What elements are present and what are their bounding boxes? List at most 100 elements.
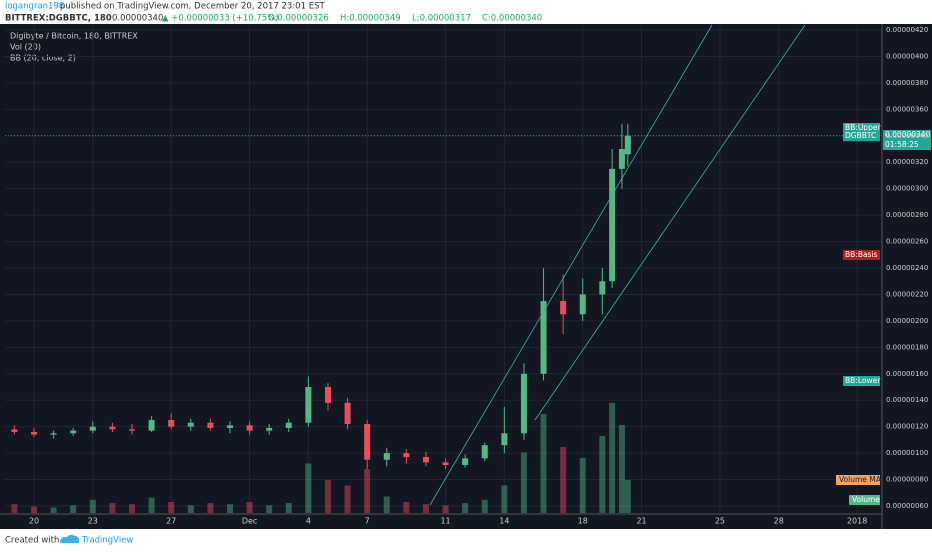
candle-body xyxy=(422,457,429,463)
label-box xyxy=(836,475,880,485)
x-tick-label: 7 xyxy=(365,517,370,526)
volume-label: Volume xyxy=(852,495,880,504)
volume-bar xyxy=(599,436,606,513)
logo xyxy=(60,534,80,543)
volume-bar xyxy=(422,504,429,513)
y-tick-label: 0.00000160 xyxy=(886,370,928,378)
trend-line xyxy=(429,24,713,506)
y-tick-label: 0.00000120 xyxy=(886,423,928,431)
candle-body xyxy=(148,420,155,431)
volume-bar xyxy=(520,452,527,513)
candle-body xyxy=(462,458,469,466)
volume-bar xyxy=(148,497,155,513)
x-tick-label: Dec xyxy=(242,517,257,526)
y-tick-label: 0.00000200 xyxy=(886,317,928,325)
x-tick-label: 18 xyxy=(578,517,588,526)
x-tick-label: 28 xyxy=(774,517,784,526)
volume-bar xyxy=(50,507,57,513)
candle-body xyxy=(383,453,390,460)
volume-bar xyxy=(70,505,77,513)
y-tick-label: 0.00000320 xyxy=(886,158,928,166)
volume-bar xyxy=(11,504,18,513)
volume-bar xyxy=(609,403,616,513)
volume-bar xyxy=(305,463,312,513)
published: published on TradingView.com, December 2… xyxy=(60,2,325,12)
y-tick-label: 0.00000060 xyxy=(886,502,928,510)
y-tick-label: 0.00000380 xyxy=(886,79,928,87)
volume-bar xyxy=(364,469,371,513)
bb-upper-label: BB:Upper xyxy=(845,123,881,132)
label-box xyxy=(843,123,880,133)
candle-body xyxy=(187,422,194,427)
chart-background xyxy=(0,24,932,529)
candle-body xyxy=(89,426,96,431)
change: ▲ +0.00000033 (+10.75%) xyxy=(162,14,279,24)
x-tick-label: 27 xyxy=(166,517,176,526)
author[interactable]: logangran198 xyxy=(5,2,64,12)
candle-body xyxy=(609,168,616,282)
footer-brand[interactable]: TradingView xyxy=(81,536,133,546)
x-tick-label: 2018 xyxy=(847,517,867,526)
candle-body xyxy=(442,462,449,466)
volume-bar xyxy=(344,485,351,513)
candle-body xyxy=(50,433,57,435)
x-tick-label: 23 xyxy=(88,517,98,526)
candle-body xyxy=(31,431,38,435)
y-tick-label: 0.00000360 xyxy=(886,105,928,113)
legend-entry: Vol (20) xyxy=(10,43,41,52)
candle-body xyxy=(285,422,292,428)
volume-bar xyxy=(128,504,135,513)
volume-bar xyxy=(324,480,331,513)
candle-body xyxy=(324,387,331,403)
open: O:0.00000326 xyxy=(268,14,329,24)
volume-bar xyxy=(226,504,233,513)
label-box xyxy=(843,376,880,386)
x-tick-label: 20 xyxy=(29,517,39,526)
y-tick-label: 0.00000140 xyxy=(886,396,928,404)
trend-line xyxy=(534,24,806,421)
countdown-label: 01:58:25 xyxy=(885,140,919,149)
legend-entry: BB (20, close, 2) xyxy=(10,54,76,63)
volume-bar xyxy=(168,502,175,513)
volume-bar xyxy=(560,447,567,513)
y-tick-label: 0.00000300 xyxy=(886,185,928,193)
y-tick-label: 0.00000420 xyxy=(886,26,928,34)
footer-created: Created with xyxy=(5,536,59,546)
candle-body xyxy=(226,425,233,428)
x-tick-label: 25 xyxy=(715,517,725,526)
bb-lower-label: BB:Lower xyxy=(845,376,881,385)
candle-body xyxy=(403,453,410,458)
candle-body xyxy=(207,422,214,428)
volume-bar xyxy=(618,425,625,513)
y-tick-label: 0.00000400 xyxy=(886,52,928,60)
candle-body xyxy=(624,135,631,155)
candle-body xyxy=(540,301,547,374)
candle-body xyxy=(364,424,371,460)
plot xyxy=(5,25,882,513)
volume-bar xyxy=(540,414,547,513)
y-tick-label: 0.00000080 xyxy=(886,476,928,484)
y-tick-label: 0.00000260 xyxy=(886,238,928,246)
low: L:0.00000317 xyxy=(412,14,471,24)
candle-body xyxy=(109,426,116,430)
label-box xyxy=(849,495,880,505)
volume-bar xyxy=(442,505,449,513)
volume-bar xyxy=(109,503,116,513)
volume-bar xyxy=(462,503,469,513)
volume-ma-label: Volume MA xyxy=(839,475,882,484)
y-tick-label: 0.00000100 xyxy=(886,449,928,457)
volume-bar xyxy=(187,505,194,513)
label-box xyxy=(883,140,931,150)
symbol: BITTREX:DGBBTC, 180 xyxy=(5,14,112,24)
y-tick-label: 0.00000240 xyxy=(886,264,928,272)
candle-body xyxy=(246,425,253,431)
volume-bar xyxy=(266,505,273,513)
bb-basis-label: BB:Basis xyxy=(845,250,878,259)
candle-body xyxy=(520,373,527,434)
candle-body xyxy=(305,387,312,423)
candle-body xyxy=(560,301,567,315)
y-tick-label: 0.00000220 xyxy=(886,290,928,298)
label-box xyxy=(883,130,931,140)
